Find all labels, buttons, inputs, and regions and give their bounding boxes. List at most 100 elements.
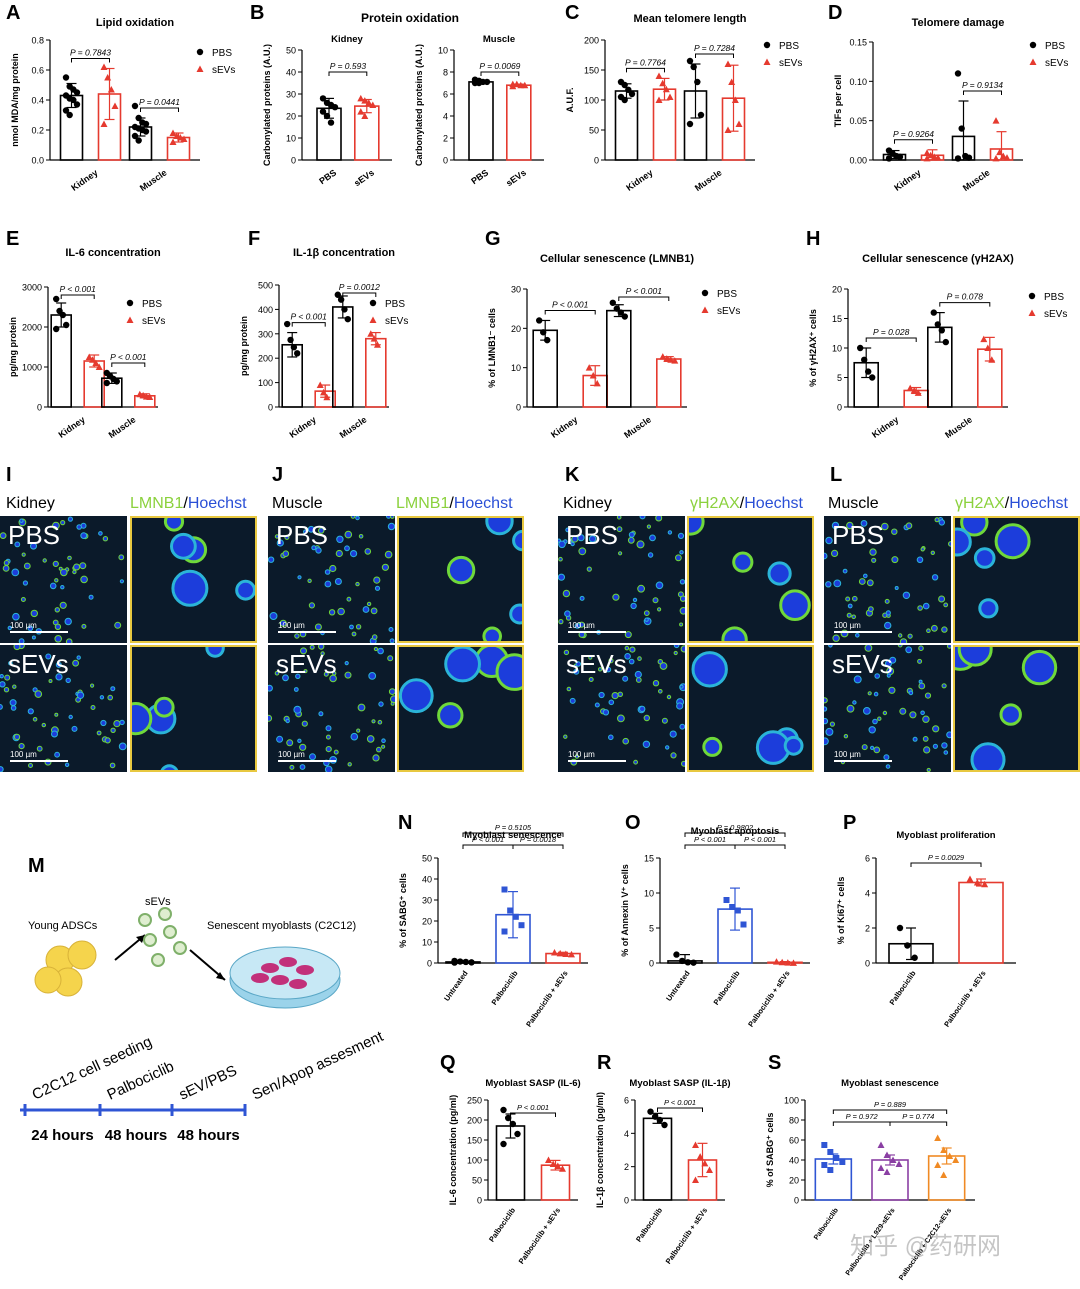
data-point [966, 875, 974, 882]
data-point [773, 958, 780, 965]
x-tick-label: Palbociclib [712, 969, 742, 1007]
data-point [294, 350, 301, 357]
nucleus [356, 728, 361, 733]
significance-bracket [544, 309, 596, 315]
data-point [319, 95, 327, 102]
nucleus [109, 762, 116, 769]
significance-bracket [832, 1109, 948, 1114]
p-value-label: P = 0.0018 [520, 835, 557, 844]
nucleus [930, 550, 936, 555]
data-point [62, 74, 70, 81]
nucleus [32, 687, 38, 693]
nucleus [978, 598, 999, 619]
nucleus [842, 568, 848, 574]
nucleus [863, 573, 868, 579]
data-point [667, 356, 675, 363]
data-point [790, 959, 797, 966]
data-point [613, 305, 620, 312]
micro-j-pbs-zoom [397, 516, 524, 643]
nucleus [655, 581, 664, 590]
nucleus [285, 718, 290, 724]
legend-marker-pbs [126, 299, 134, 307]
y-tick-label: 0 [477, 1196, 482, 1206]
data-point [549, 1160, 557, 1167]
data-point [554, 1162, 562, 1169]
p-value-label: P = 0.774 [902, 1112, 934, 1121]
y-tick-label: 200 [584, 36, 599, 46]
nucleus [335, 549, 343, 558]
nucleus [689, 518, 705, 536]
nucleus [573, 668, 580, 675]
y-axis-label: % of γH2AX⁺ cells [808, 309, 818, 387]
x-tick-label: Palbociclib + sEVs [746, 969, 792, 1029]
nucleus [41, 722, 46, 728]
significance-bracket [328, 71, 368, 76]
data-point [927, 151, 935, 159]
nucleus [681, 760, 685, 767]
nucleus [295, 673, 301, 679]
nucleus [617, 714, 625, 723]
p-value-label: P < 0.001 [552, 299, 589, 309]
nucleus [76, 524, 82, 530]
data-point [327, 119, 335, 126]
nucleus [675, 554, 682, 562]
y-tick-label: 0 [291, 156, 296, 166]
data-point [617, 309, 624, 316]
nucleus [387, 522, 395, 531]
nucleus [114, 621, 122, 629]
data-point [696, 1153, 704, 1160]
nucleus [0, 766, 4, 772]
nucleus [71, 725, 78, 732]
data-point [66, 111, 73, 119]
data-point [545, 1156, 552, 1163]
nucleus [282, 674, 289, 682]
data-point [513, 80, 521, 88]
nucleus [72, 659, 79, 667]
bar [871, 1159, 909, 1201]
watermark: 知乎 @药研网 [850, 1233, 1002, 1260]
data-point [562, 950, 570, 957]
y-tick-label: 4 [443, 112, 448, 122]
nucleus [828, 645, 833, 648]
data-point [954, 70, 962, 77]
data-point [451, 959, 458, 966]
nucleus [643, 714, 651, 722]
nucleus [325, 725, 332, 732]
y-tick-label: 0 [37, 403, 42, 413]
nucleus [938, 519, 946, 526]
nucleus [577, 534, 585, 542]
nucleus [446, 555, 476, 585]
nucleus [0, 704, 3, 710]
x-tick-label: Muscle [338, 414, 369, 440]
data-point [135, 137, 142, 144]
nucleus [11, 568, 20, 577]
nucleus [670, 752, 677, 759]
micrograph-texture [691, 651, 804, 765]
data-point [331, 104, 339, 111]
legend-marker-pbs [369, 299, 377, 307]
nucleus [907, 633, 913, 639]
nucleus [825, 581, 832, 588]
nucleus [824, 737, 829, 746]
nucleus [76, 691, 85, 699]
data-point [934, 321, 941, 328]
nucleus [863, 707, 871, 715]
y-tick-label: 4 [624, 1129, 629, 1139]
nucleus [721, 626, 748, 641]
nucleus [376, 746, 382, 753]
bar [365, 337, 387, 408]
nucleus [564, 610, 571, 617]
subplot-title: Kidney [331, 34, 363, 45]
nucleus [81, 623, 87, 629]
nucleus [51, 730, 58, 738]
data-point [662, 85, 670, 93]
panel-letter-q: Q [440, 1052, 456, 1074]
chart-il1b-concentration: IL-1β concentration 0 100 200 300 400 500 pg/mg… [239, 247, 408, 440]
data-point [625, 86, 632, 94]
nucleus [608, 658, 614, 664]
y-tick-label: 60 [789, 1136, 799, 1146]
data-point [103, 379, 111, 387]
data-point [877, 1141, 885, 1148]
p-value-label: P = 0.5105 [495, 823, 532, 832]
nucleus [64, 762, 70, 768]
